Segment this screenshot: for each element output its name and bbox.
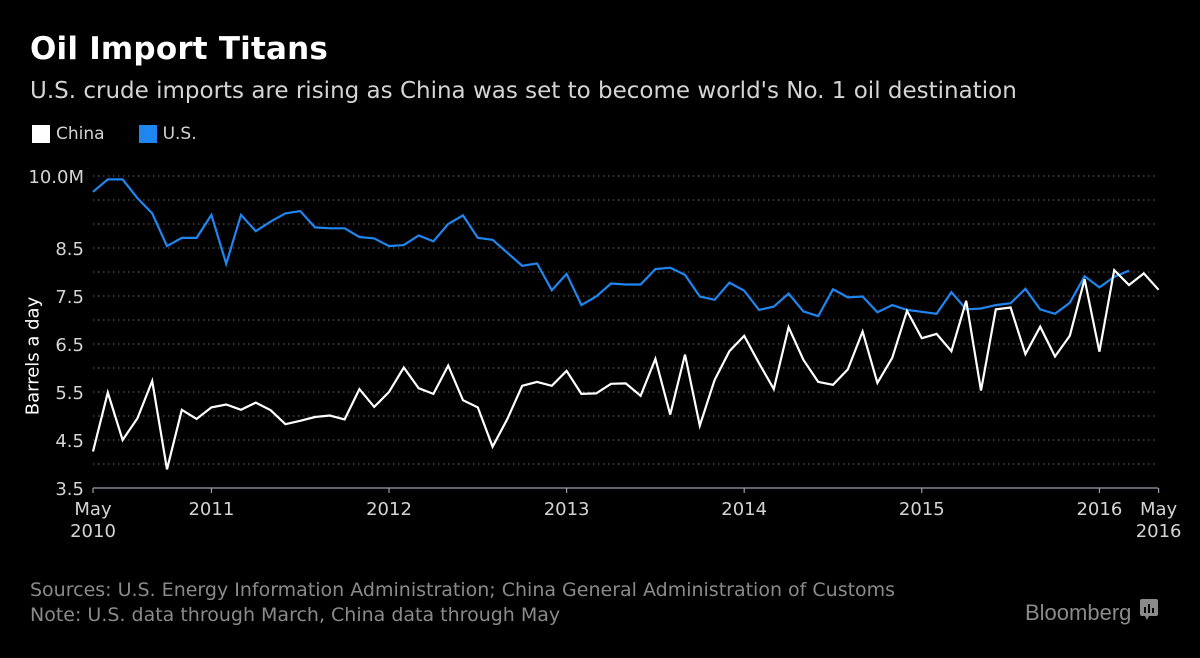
y-tick-label: 5.5 [55,383,84,404]
x-tick-label: 2015 [899,499,945,520]
y-tick-label: 3.5 [55,479,84,500]
series-line-china [91,267,1160,470]
y-tick-label: 8.5 [55,239,84,260]
x-tick-label: 2010 [70,521,116,542]
chart-subtitle: U.S. crude imports are rising as China w… [30,78,1017,104]
series-lines [91,178,1160,470]
x-tick-label: 2011 [188,499,234,520]
legend-item-us: U.S. [138,124,197,144]
legend: China U.S. [32,124,231,144]
y-axis-ticks: 10.0M 8.5 7.5 6.5 5.5 4.5 3.5 [28,167,84,500]
legend-swatch-china [32,125,50,143]
chart-title: Oil Import Titans [30,31,329,67]
x-tick-label: 2013 [544,499,590,520]
series-line-us [92,178,1130,318]
y-tick-label: 10.0M [28,167,84,188]
sources-note: Sources: U.S. Energy Information Adminis… [30,579,896,601]
data-note: Note: U.S. data through March, China dat… [30,604,561,626]
x-tick-label: 2014 [721,499,767,520]
gridlines [93,175,1158,465]
bloomberg-chart-icon [1139,598,1159,628]
footer: Sources: U.S. Energy Information Adminis… [30,578,895,628]
legend-label-us: U.S. [162,124,197,144]
y-tick-label: 6.5 [55,335,84,356]
legend-swatch-us [138,125,157,143]
y-tick-label: 4.5 [55,431,84,452]
y-tick-label: 7.5 [55,287,84,308]
legend-item-china: China [32,124,105,144]
x-tick-label: May [1140,499,1178,520]
brand-name: Bloomberg [1025,600,1132,625]
x-tick-label: 2016 [1076,499,1122,520]
x-tick-label: 2012 [366,499,412,520]
x-tick-label: May [74,499,112,520]
brand-logo: Bloomberg [1025,598,1159,628]
legend-label-china: China [56,124,105,144]
x-tick-label: 2016 [1136,521,1182,542]
